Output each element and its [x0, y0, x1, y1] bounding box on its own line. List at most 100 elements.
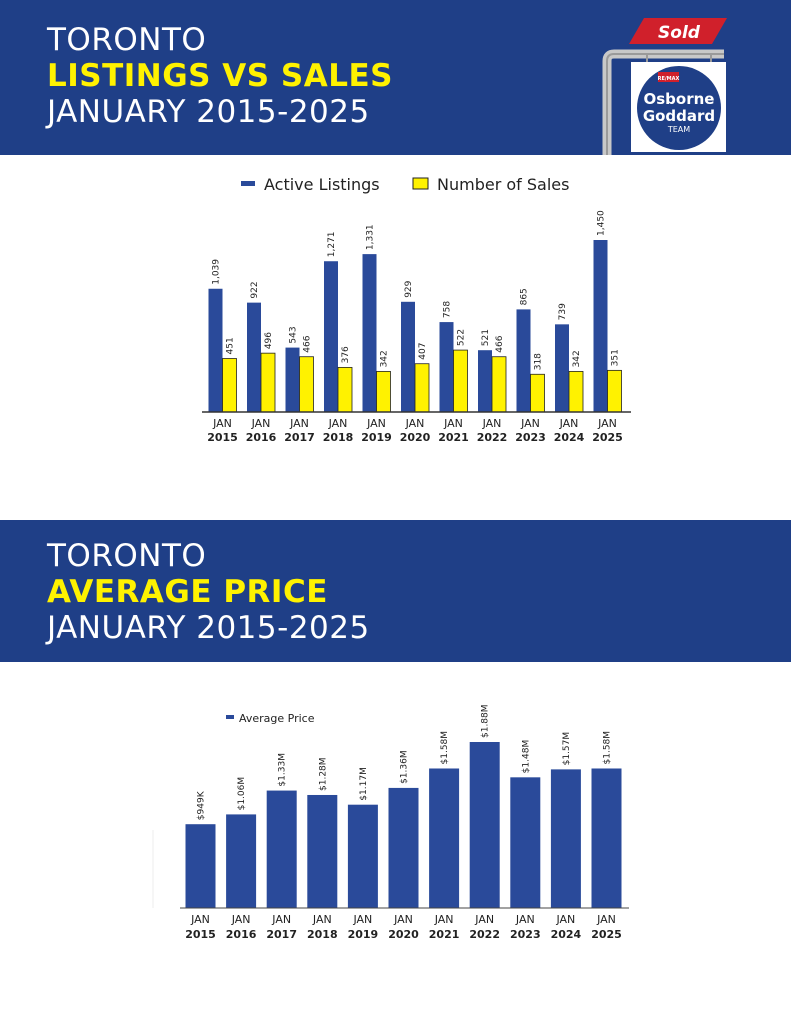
sign-post-shade — [606, 53, 724, 155]
x-tick-year-1: 2016 — [246, 431, 277, 444]
listings-bar-7 — [478, 350, 492, 412]
x-tick-month-2-9: JAN — [555, 913, 575, 926]
legend-sales-label: Number of Sales — [437, 175, 569, 194]
legend-listings-label: Active Listings — [264, 175, 380, 194]
legend-listings: Active Listings — [241, 175, 380, 194]
x-tick-year-2-8: 2023 — [510, 928, 541, 941]
x-tick-year-8: 2023 — [515, 431, 546, 444]
header-banner-price — [0, 520, 791, 662]
listings-value-label-0: 1,039 — [212, 259, 222, 285]
listings-bar-5 — [401, 301, 415, 412]
listings-bar-10 — [593, 240, 608, 412]
header-title-price: TORONTO AVERAGE PRICE JANUARY 2015-2025 — [47, 538, 370, 646]
x-tick-month-2-0: JAN — [190, 913, 210, 926]
x-tick-month-2-6: JAN — [434, 913, 454, 926]
x-tick-year-2-10: 2025 — [591, 928, 622, 941]
price-bar-1 — [226, 814, 257, 908]
sales-bar-7 — [491, 356, 507, 413]
x-tick-month-2: JAN — [289, 417, 309, 430]
listings-bar-2 — [285, 347, 300, 412]
listings-value-label-7: 521 — [481, 329, 491, 346]
logo-name-1: Osborne — [644, 90, 715, 108]
x-tick-month-4: JAN — [366, 417, 386, 430]
header-period: JANUARY 2015-2025 — [47, 94, 370, 130]
x-tick-month-2-4: JAN — [352, 913, 372, 926]
sales-value-label-2: 466 — [303, 335, 313, 352]
price-bar-4 — [347, 804, 378, 908]
logo-team: TEAM — [667, 125, 690, 134]
header-highlight-2: AVERAGE PRICE — [47, 574, 328, 610]
x-tick-year-2-6: 2021 — [429, 928, 460, 941]
x-tick-month-2-2: JAN — [271, 913, 291, 926]
sales-bar-10 — [607, 369, 622, 413]
sold-banner — [629, 18, 727, 44]
price-bar-0 — [185, 824, 216, 908]
x-tick-month-3: JAN — [328, 417, 348, 430]
sales-value-label-3: 376 — [341, 346, 351, 363]
price-value-label-7: $1.88M — [481, 704, 491, 738]
x-tick-month-7: JAN — [482, 417, 502, 430]
sales-value-label-8: 318 — [534, 353, 544, 370]
x-tick-month-2-1: JAN — [231, 913, 251, 926]
x-tick-month-2-10: JAN — [596, 913, 616, 926]
price-value-label-10: $1.58M — [603, 731, 613, 765]
price-value-label-5: $1.36M — [400, 750, 410, 784]
legend-average-price: Average Price — [226, 712, 315, 725]
x-tick-year-0: 2015 — [207, 431, 238, 444]
price-bar-7 — [469, 742, 500, 908]
x-tick-year-10: 2025 — [592, 431, 623, 444]
sales-value-label-0: 451 — [226, 337, 236, 354]
sales-bar-3 — [337, 366, 353, 413]
legend-sales-swatch — [412, 177, 429, 190]
sold-sign-logo: Sold RE/MAX Osborne Goddard TEAM — [602, 18, 727, 155]
price-bar-8 — [510, 777, 541, 908]
sales-bar-0 — [222, 358, 237, 413]
logo-circle — [637, 66, 721, 150]
x-tick-year-2-0: 2015 — [185, 928, 216, 941]
listings-bar-3 — [324, 261, 338, 412]
x-tick-month-8: JAN — [520, 417, 540, 430]
x-tick-year-2: 2017 — [284, 431, 315, 444]
sales-bar-1 — [260, 352, 276, 413]
sales-bar-6 — [453, 349, 468, 413]
price-bar-9 — [550, 769, 581, 908]
listings-bar-1 — [247, 302, 261, 412]
legend-price-swatch — [226, 715, 234, 719]
x-tick-month-10: JAN — [597, 417, 617, 430]
listings-bar-8 — [516, 309, 531, 412]
x-tick-year-7: 2022 — [477, 431, 508, 444]
listings-value-label-1: 922 — [250, 281, 260, 298]
x-tick-month-1: JAN — [251, 417, 271, 430]
logo-name-2: Goddard — [643, 107, 715, 125]
header-city: TORONTO — [47, 22, 207, 58]
x-tick-month-9: JAN — [559, 417, 579, 430]
x-tick-month-2-7: JAN — [474, 913, 494, 926]
listings-value-label-8: 865 — [520, 288, 530, 305]
price-bar-10 — [591, 768, 622, 908]
sales-value-label-10: 351 — [611, 349, 621, 366]
listings-vs-sales-chart: Active Listings Number of Sales 1,039 451… — [202, 175, 631, 444]
header-city-2: TORONTO — [47, 538, 207, 574]
average-price-chart: Average Price $949K $1.06M $1.33M $1.28M $1.… — [152, 704, 629, 941]
x-tick-year-2-2: 2017 — [266, 928, 297, 941]
legend-sales: Number of Sales — [412, 175, 569, 194]
listings-value-label-2: 543 — [289, 326, 299, 343]
listings-bar-9 — [555, 324, 569, 412]
sales-bar-9 — [568, 371, 584, 413]
legend-price-label: Average Price — [239, 712, 315, 725]
x-tick-year-3: 2018 — [323, 431, 354, 444]
price-value-label-0: $949K — [197, 790, 207, 820]
x-tick-year-2-5: 2020 — [388, 928, 419, 941]
x-tick-month-0: JAN — [212, 417, 232, 430]
price-bar-6 — [429, 768, 460, 908]
sales-value-label-9: 342 — [572, 350, 582, 367]
sales-value-label-6: 522 — [457, 329, 467, 346]
price-value-label-3: $1.28M — [318, 757, 328, 791]
listings-bar-4 — [362, 254, 377, 412]
price-bar-5 — [388, 787, 419, 908]
header-title-listings: TORONTO LISTINGS VS SALES JANUARY 2015-2… — [47, 22, 393, 130]
x-tick-year-2-4: 2019 — [348, 928, 379, 941]
listings-bar-6 — [439, 322, 454, 412]
listings-value-label-9: 739 — [558, 303, 568, 320]
price-bar-3 — [307, 794, 338, 908]
